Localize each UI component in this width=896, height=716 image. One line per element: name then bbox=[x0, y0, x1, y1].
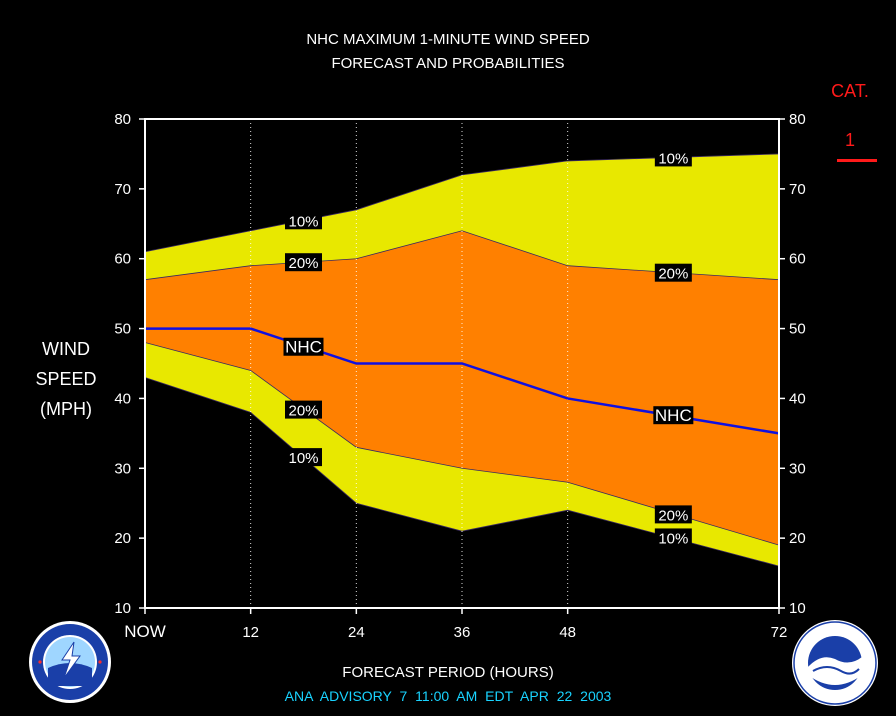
y-tick-label-left-3: 40 bbox=[114, 390, 131, 407]
annotation-box-8 bbox=[654, 505, 692, 524]
annotation-box-3 bbox=[285, 400, 322, 419]
category-label: CAT. bbox=[831, 81, 869, 101]
series-outline-1 bbox=[144, 230, 780, 281]
annotation-box-0 bbox=[285, 211, 322, 230]
annotation-box-7 bbox=[653, 406, 694, 425]
annotation-label-4: 10% bbox=[288, 450, 318, 467]
y-tick-label-right-3: 40 bbox=[789, 390, 806, 407]
annotation-label-6: 20% bbox=[658, 266, 688, 283]
y-tick-label-left-1: 20 bbox=[114, 530, 131, 547]
nhc-forecast-line bbox=[145, 327, 780, 435]
chart-title-line2: FORECAST AND PROBABILITIES bbox=[331, 55, 565, 72]
y-tick-label-right-5: 60 bbox=[789, 251, 806, 268]
x-tick-label-2: 24 bbox=[348, 624, 365, 641]
annotation-box-2 bbox=[283, 337, 324, 356]
noaa-logo-icon bbox=[792, 620, 878, 706]
annotation-label-0: 10% bbox=[288, 213, 318, 230]
annotation-label-9: 10% bbox=[658, 530, 688, 547]
y-axis-label-line3: (MPH) bbox=[40, 399, 92, 419]
y-tick-label-right-1: 20 bbox=[789, 530, 806, 547]
x-tick-label-3: 36 bbox=[454, 624, 471, 641]
nws-logo-icon bbox=[29, 621, 111, 703]
x-tick-label-4: 48 bbox=[559, 624, 576, 641]
annotation-box-5 bbox=[654, 148, 692, 167]
x-axis-label: FORECAST PERIOD (HOURS) bbox=[342, 664, 554, 681]
y-tick-label-left-4: 50 bbox=[114, 321, 131, 338]
annotation-label-5: 10% bbox=[658, 150, 688, 167]
y-tick-label-right-4: 50 bbox=[789, 321, 806, 338]
y-axis-label-line2: SPEED bbox=[35, 369, 97, 389]
category-value: 1 bbox=[844, 130, 855, 150]
chart-title-line1: NHC MAXIMUM 1-MINUTE WIND SPEED bbox=[306, 31, 590, 48]
y-tick-label-left-7: 80 bbox=[114, 111, 131, 128]
y-tick-label-left-6: 70 bbox=[114, 181, 131, 198]
annotation-label-1: 20% bbox=[288, 255, 318, 272]
annotation-label-8: 20% bbox=[658, 507, 688, 524]
y-axis-label-line1: WIND bbox=[42, 339, 90, 359]
series-outline-3 bbox=[144, 377, 780, 567]
y-tick-label-right-6: 70 bbox=[789, 181, 806, 198]
x-tick-label-0: NOW bbox=[124, 622, 166, 641]
x-tick-label-5: 72 bbox=[771, 624, 788, 641]
y-tick-label-left-2: 30 bbox=[114, 460, 131, 477]
y-tick-label-right-0: 10 bbox=[789, 600, 806, 617]
annotation-box-4 bbox=[285, 448, 322, 467]
y-tick-label-right-7: 80 bbox=[789, 111, 806, 128]
category-underline bbox=[837, 159, 877, 162]
annotation-box-6 bbox=[654, 263, 692, 282]
annotation-label-7: NHC bbox=[655, 406, 692, 425]
series-outline-2 bbox=[144, 342, 780, 546]
advisory-text: ANA ADVISORY 7 11:00 AM EDT APR 22 2003 bbox=[284, 688, 612, 704]
y-tick-label-right-2: 30 bbox=[789, 460, 806, 477]
x-tick-label-1: 12 bbox=[242, 624, 259, 641]
annotation-box-9 bbox=[654, 528, 692, 547]
series-outline-0 bbox=[144, 153, 780, 253]
annotation-box-1 bbox=[285, 253, 322, 272]
annotation-label-3: 20% bbox=[288, 403, 318, 420]
y-tick-label-left-5: 60 bbox=[114, 251, 131, 268]
annotation-label-2: NHC bbox=[285, 338, 322, 357]
y-tick-label-left-0: 10 bbox=[114, 600, 131, 617]
